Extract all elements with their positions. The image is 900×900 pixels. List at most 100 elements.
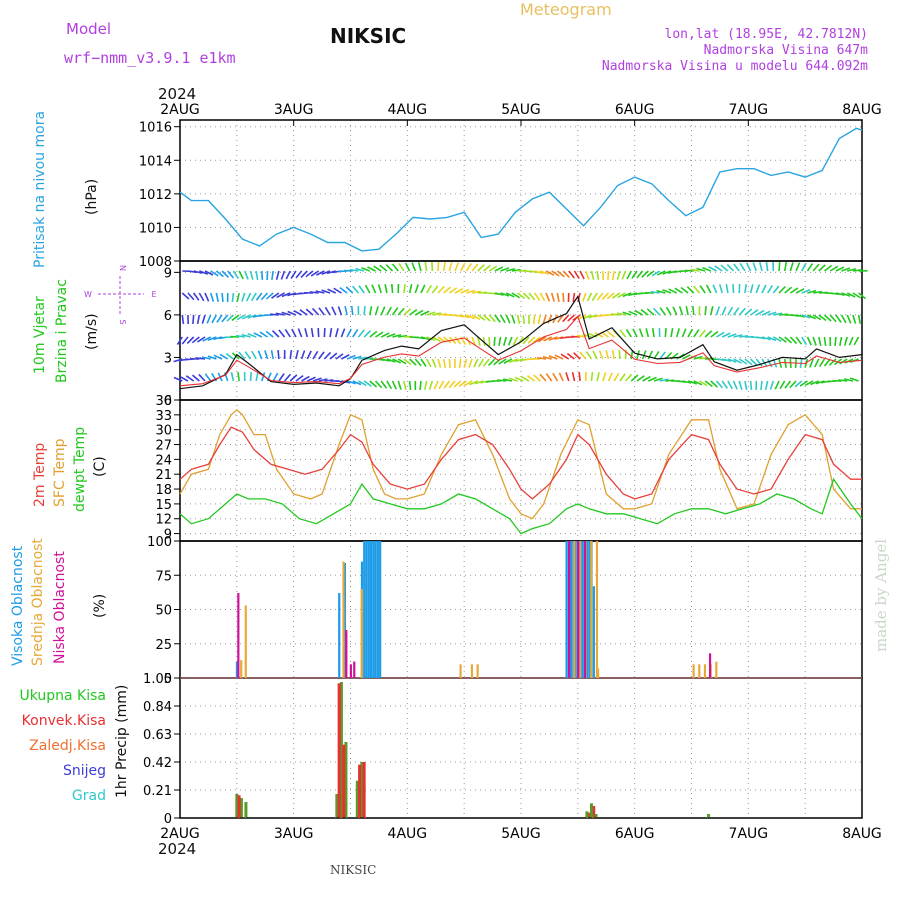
wind-arrow — [333, 287, 342, 294]
wind-arrow — [448, 262, 453, 272]
wind-arrow — [304, 328, 309, 338]
wind-arrow — [482, 314, 491, 322]
wind-arrow — [610, 313, 620, 316]
wind-arrow — [473, 358, 479, 368]
precip-bar-total — [239, 798, 243, 818]
wind-arrow — [823, 314, 832, 322]
wind-arrow — [355, 267, 365, 272]
wind-arrow — [295, 270, 303, 279]
wind-arrow — [505, 314, 511, 324]
wind-arrow — [645, 328, 650, 338]
wind-arrow — [766, 358, 773, 368]
wind-arrow — [682, 380, 692, 384]
wind-arrow — [562, 292, 565, 303]
wind-arrow — [272, 372, 279, 382]
wind-arrow — [581, 292, 587, 302]
wind-arrow — [215, 270, 224, 278]
legend-conv: Konvek.Kisa — [22, 713, 106, 729]
wind-arrow — [469, 380, 479, 386]
precip-bar-conv — [362, 762, 366, 818]
cloud-bar-mid — [578, 541, 582, 678]
wind-arrow — [186, 336, 195, 344]
cloud-unit: (%) — [92, 594, 108, 618]
wind-arrow — [363, 305, 366, 316]
wind-arrow — [244, 270, 249, 280]
wind-arrow — [641, 270, 649, 278]
wind-arrow — [295, 350, 299, 360]
y-tick-label: 15 — [155, 498, 172, 513]
wind-arrow — [386, 333, 396, 338]
wind-arrow — [454, 336, 462, 345]
wind-arrow — [251, 350, 257, 360]
wind-arrow — [784, 336, 793, 344]
model-altitude-label: Nadmorska Visina u modelu 644.092m — [602, 59, 868, 74]
wind-arrow — [738, 358, 748, 365]
wind-arrow — [738, 307, 746, 316]
wind-arrow — [265, 292, 274, 300]
wind-arrow — [556, 292, 560, 302]
wind-arrow — [801, 336, 808, 346]
wind-arrow — [532, 336, 541, 344]
wind-arrow — [846, 292, 856, 298]
wind-arrow — [738, 380, 743, 390]
wind-arrow — [264, 350, 269, 360]
y-tick-label: 1012 — [139, 188, 172, 203]
wind-arrow — [369, 306, 373, 316]
footer-station: NIKSIC — [330, 863, 376, 877]
wind-arrow — [236, 314, 246, 321]
wind-arrow — [725, 283, 729, 294]
wind-arrow — [611, 270, 615, 281]
wind-arrow — [810, 380, 820, 386]
y-tick-label: 9 — [164, 528, 172, 543]
wind-arrow — [693, 355, 703, 360]
wind-arrow — [841, 292, 851, 297]
cloud-bar-low — [349, 664, 352, 678]
wind-arrow — [778, 261, 781, 272]
compass-e: E — [151, 290, 156, 299]
wind-arrow — [371, 284, 377, 294]
wind-arrow — [397, 307, 405, 316]
wind-arrow — [537, 336, 547, 343]
wind-arrow — [502, 378, 513, 382]
wind-arrow — [617, 292, 626, 298]
wind-arrow — [210, 270, 219, 277]
wind-arrow — [693, 329, 700, 338]
wind-arrow — [281, 292, 291, 298]
cloud-bar-high — [369, 541, 373, 678]
wind-arrow — [835, 266, 845, 272]
wind-arrow — [289, 349, 293, 360]
wind-arrow — [442, 358, 447, 368]
cloud-bar-low — [568, 541, 571, 678]
precip-bar-total — [339, 682, 343, 818]
wind-arrow — [397, 358, 407, 365]
wind-arrow — [409, 308, 418, 316]
y-tick-label: 25 — [155, 638, 172, 653]
wind-arrow — [494, 314, 501, 323]
wind-arrow — [678, 306, 684, 316]
wind-arrow — [227, 270, 235, 279]
wind-arrow — [280, 270, 286, 280]
wind-arrow — [498, 358, 507, 365]
wind-arrow — [550, 292, 555, 302]
y-tick-label: 33 — [155, 409, 172, 424]
precip-bar-conv — [342, 744, 346, 818]
wind-arrow — [733, 263, 740, 272]
wind-arrow — [545, 373, 553, 382]
wind-arrow — [696, 267, 706, 272]
wind-arrow — [437, 313, 448, 316]
cloud-bar-high — [570, 541, 573, 678]
wind-arrow — [812, 314, 822, 321]
wind-arrow — [386, 380, 393, 390]
wind-arrow — [499, 314, 506, 324]
wind-arrow — [601, 292, 610, 301]
wind-arrow — [562, 270, 570, 278]
wind-arrow — [285, 270, 291, 280]
wind-arrow — [448, 358, 451, 369]
wind-arrow — [585, 270, 590, 280]
wind-arrow — [202, 336, 212, 342]
x-tick-label-top: 6AUG — [615, 102, 655, 118]
wind-arrow — [685, 306, 689, 316]
wind-arrow — [417, 262, 422, 272]
wind-arrow — [494, 266, 504, 272]
wind-arrow — [721, 380, 729, 389]
